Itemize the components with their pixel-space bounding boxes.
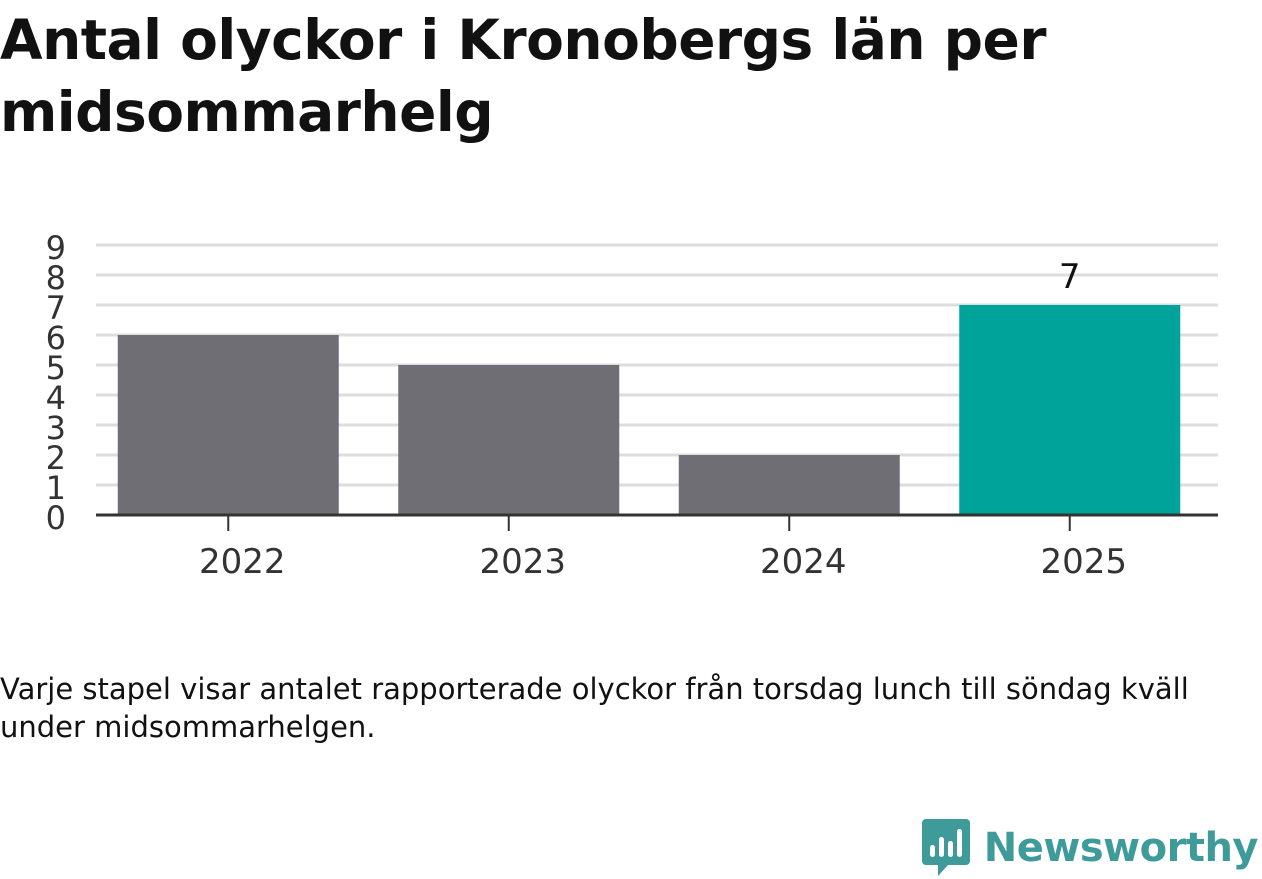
- y-tick-label: 4: [46, 379, 66, 417]
- x-tick-label: 2024: [760, 542, 847, 582]
- bar-2024: [678, 455, 900, 515]
- y-tick-label: 0: [46, 499, 66, 537]
- y-tick-label: 8: [46, 259, 66, 297]
- x-axis: 2022 2023 2024 2025: [96, 513, 1218, 582]
- y-tick-label: 3: [46, 409, 66, 447]
- data-labels: 7: [1059, 257, 1081, 297]
- brand-logo: Newsworthy: [921, 819, 1259, 877]
- x-tick-label: 2022: [199, 542, 286, 582]
- y-tick-label: 5: [46, 349, 66, 387]
- y-tick-label: 9: [46, 229, 66, 267]
- bar-2025: [959, 305, 1181, 515]
- bar-2023: [398, 365, 620, 515]
- y-tick-label: 6: [46, 319, 66, 357]
- brand-name: Newsworthy: [983, 825, 1259, 871]
- chart-title: Antal olyckor i Kronobergs län per midso…: [0, 8, 1046, 144]
- y-tick-label: 2: [46, 439, 66, 477]
- newsworthy-logo-icon: [921, 819, 970, 877]
- bar-2022: [117, 335, 339, 515]
- bars: [117, 305, 1181, 515]
- y-tick-label: 7: [46, 289, 66, 327]
- x-tick-label: 2023: [479, 542, 566, 582]
- x-tick-label: 2025: [1040, 542, 1127, 582]
- chart-caption: Varje stapel visar antalet rapporterade …: [0, 672, 1189, 744]
- data-label: 7: [1059, 257, 1081, 297]
- y-tick-label: 1: [46, 469, 66, 507]
